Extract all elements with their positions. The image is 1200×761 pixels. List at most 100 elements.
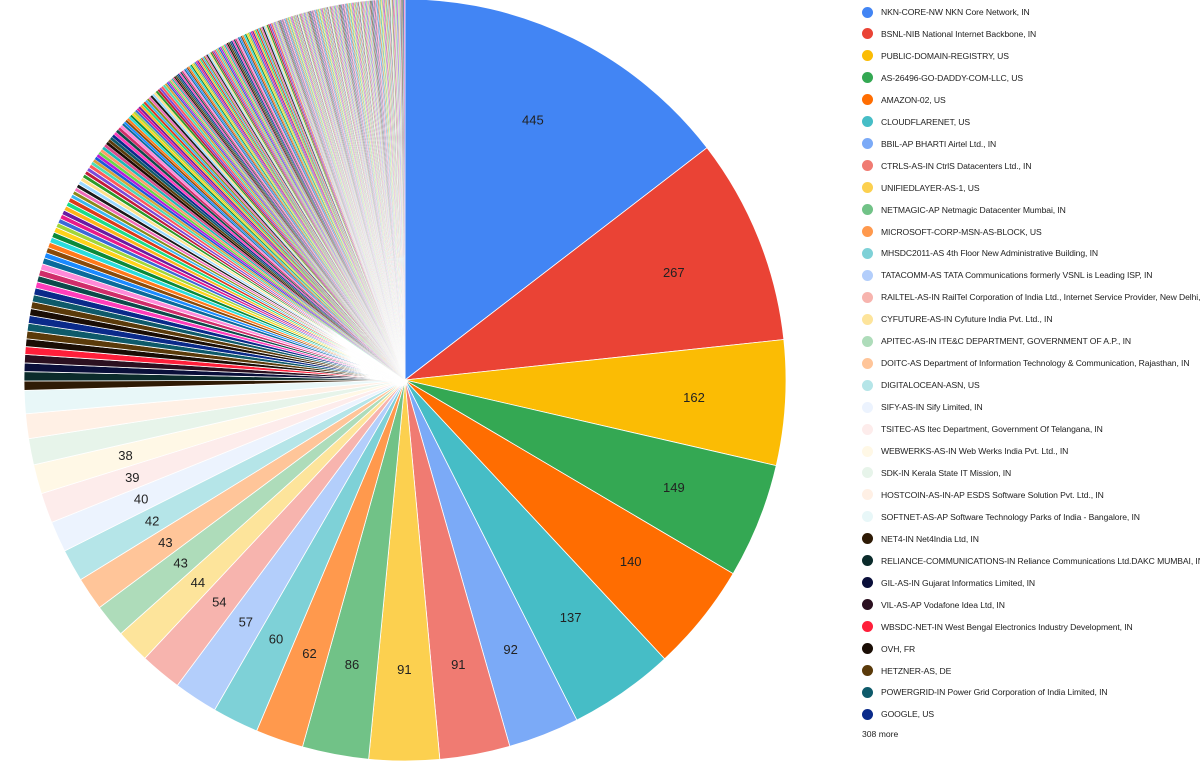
other-slice-317[interactable] — [397, 0, 406, 381]
legend-label: BSNL-NIB National Internet Backbone, IN — [881, 28, 1037, 39]
legend-item[interactable]: CYFUTURE-AS-IN Cyfuture India Pvt. Ltd.,… — [862, 310, 1053, 328]
legend-item[interactable]: MICROSOFT-CORP-MSN-AS-BLOCK, US — [862, 223, 1042, 241]
other-slice-319[interactable] — [399, 0, 406, 381]
legend-label: PUBLIC-DOMAIN-REGISTRY, US — [881, 50, 1009, 61]
data-label-slice-8: 91 — [451, 657, 465, 672]
other-slice-297[interactable] — [382, 0, 406, 381]
legend-item[interactable]: WEBWERKS-AS-IN Web Werks India Pvt. Ltd.… — [862, 442, 1068, 460]
legend-item[interactable]: DIGITALOCEAN-ASN, US — [862, 376, 980, 394]
legend-item[interactable]: SIFY-AS-IN Sify Limited, IN — [862, 398, 983, 416]
other-slice-308[interactable] — [390, 0, 406, 381]
legend-label: GOOGLE, US — [881, 709, 934, 720]
other-slice-290[interactable] — [376, 0, 406, 381]
legend-item[interactable]: VIL-AS-AP Vodafone Idea Ltd, IN — [862, 596, 1005, 614]
legend-item[interactable]: HOSTCOIN-AS-IN-AP ESDS Software Solution… — [862, 486, 1104, 504]
other-slice-316[interactable] — [397, 0, 406, 381]
other-slice-298[interactable] — [382, 0, 406, 381]
legend-label: VIL-AS-AP Vodafone Idea Ltd, IN — [881, 599, 1005, 610]
legend-item[interactable]: RAILTEL-AS-IN RailTel Corporation of Ind… — [862, 288, 1200, 306]
legend-label: TATACOMM-AS TATA Communications formerly… — [881, 270, 1153, 281]
legend-swatch — [862, 665, 873, 676]
legend-item[interactable]: GOOGLE, US — [862, 705, 934, 723]
legend-swatch — [862, 379, 873, 391]
pie-slices — [23, 0, 787, 761]
other-slice-299[interactable] — [383, 0, 406, 381]
data-label-slice-7: 92 — [503, 642, 517, 657]
slice-2[interactable] — [403, 147, 785, 381]
legend-label: AS-26496-GO-DADDY-COM-LLC, US — [881, 72, 1023, 83]
legend-item[interactable]: TSITEC-AS Itec Department, Government Of… — [862, 420, 1103, 438]
legend-item[interactable]: APITEC-AS-IN ITE&C DEPARTMENT, GOVERNMEN… — [862, 332, 1131, 350]
other-slice-311[interactable] — [393, 0, 406, 381]
legend-item[interactable]: RELIANCE-COMMUNICATIONS-IN Reliance Comm… — [862, 552, 1200, 570]
legend-item[interactable]: AS-26496-GO-DADDY-COM-LLC, US — [862, 69, 1023, 87]
slice-1[interactable] — [404, 0, 708, 381]
data-label-slice-21: 38 — [118, 448, 132, 463]
legend-item[interactable]: POWERGRID-IN Power Grid Corporation of I… — [862, 683, 1108, 701]
legend-item[interactable]: WBSDC-NET-IN West Bengal Electronics Ind… — [862, 618, 1133, 636]
other-slice-315[interactable] — [396, 0, 406, 381]
other-slice-306[interactable] — [389, 0, 406, 381]
legend-more-link[interactable]: 308 more — [862, 729, 899, 740]
legend-item[interactable]: CLOUDFLARENET, US — [862, 113, 970, 131]
other-slice-325[interactable] — [404, 0, 406, 381]
other-slice-312[interactable] — [393, 0, 406, 381]
other-slice-295[interactable] — [380, 0, 406, 381]
other-slice-294[interactable] — [379, 0, 406, 381]
legend-label: DIGITALOCEAN-ASN, US — [881, 380, 980, 391]
legend-label: NET4-IN Net4India Ltd, IN — [881, 533, 979, 544]
legend-item[interactable]: TATACOMM-AS TATA Communications formerly… — [862, 266, 1152, 284]
legend-item[interactable]: NET4-IN Net4India Ltd, IN — [862, 530, 979, 548]
data-label-slice-18: 42 — [145, 514, 159, 529]
legend-item[interactable]: NETMAGIC-AP Netmagic Datacenter Mumbai, … — [862, 201, 1066, 219]
legend-item[interactable]: OVH, FR — [862, 640, 915, 658]
legend-label: CYFUTURE-AS-IN Cyfuture India Pvt. Ltd.,… — [881, 314, 1053, 325]
legend-item[interactable]: HETZNER-AS, DE — [862, 662, 951, 680]
legend-label: TSITEC-AS Itec Department, Government Of… — [881, 424, 1103, 435]
legend-label: RELIANCE-COMMUNICATIONS-IN Reliance Comm… — [881, 555, 1200, 566]
other-slice-307[interactable] — [389, 0, 406, 381]
legend-item[interactable]: DOITC-AS Department of Information Techn… — [862, 354, 1190, 372]
other-slice-309[interactable] — [391, 0, 406, 381]
other-slice-320[interactable] — [400, 0, 406, 381]
other-slice-293[interactable] — [379, 0, 406, 381]
other-slice-323[interactable] — [402, 0, 406, 381]
other-slice-304[interactable] — [387, 0, 406, 381]
legend-swatch — [862, 708, 873, 720]
legend-label: POWERGRID-IN Power Grid Corporation of I… — [881, 687, 1108, 698]
other-slice-310[interactable] — [392, 0, 406, 381]
legend-item[interactable]: BSNL-NIB National Internet Backbone, IN — [862, 25, 1036, 43]
data-label-slice-4: 149 — [663, 480, 685, 495]
other-slice-296[interactable] — [381, 0, 406, 381]
legend-item[interactable]: MHSDC2011-AS 4th Floor New Administrativ… — [862, 244, 1098, 262]
other-slice-313[interactable] — [394, 0, 406, 381]
legend-item[interactable]: SOFTNET-AS-AP Software Technology Parks … — [862, 508, 1140, 526]
other-slice-300[interactable] — [384, 0, 406, 381]
data-label-slice-16: 43 — [173, 556, 187, 571]
data-label-slice-10: 86 — [345, 657, 359, 672]
legend-swatch — [862, 160, 873, 172]
legend-item[interactable]: GIL-AS-IN Gujarat Informatics Limited, I… — [862, 574, 1035, 592]
legend-label: HETZNER-AS, DE — [881, 665, 952, 676]
data-label-slice-12: 60 — [269, 632, 283, 647]
legend-swatch — [862, 204, 873, 216]
legend-label: WEBWERKS-AS-IN Web Werks India Pvt. Ltd.… — [881, 446, 1069, 456]
legend-label: OVH, FR — [881, 643, 916, 654]
other-slice-322[interactable] — [401, 0, 406, 381]
other-slice-303[interactable] — [386, 0, 406, 381]
legend-label: APITEC-AS-IN ITE&C DEPARTMENT, GOVERNMEN… — [881, 336, 1132, 347]
legend-swatch — [862, 291, 873, 303]
legend-item[interactable]: SDK-IN Kerala State IT Mission, IN — [862, 464, 1011, 482]
other-slice-324[interactable] — [403, 0, 406, 381]
legend-item[interactable]: BBIL-AP BHARTI Airtel Ltd., IN — [862, 135, 996, 153]
legend-swatch — [862, 50, 873, 62]
other-slice-305[interactable] — [388, 0, 406, 381]
legend-item[interactable]: CTRLS-AS-IN CtrlS Datacenters Ltd., IN — [862, 157, 1032, 175]
data-label-slice-15: 44 — [191, 575, 205, 590]
legend-item[interactable]: UNIFIEDLAYER-AS-1, US — [862, 179, 980, 197]
legend-item[interactable]: AMAZON-02, US — [862, 91, 946, 109]
other-slice-321[interactable] — [400, 0, 406, 381]
legend-item[interactable]: PUBLIC-DOMAIN-REGISTRY, US — [862, 47, 1009, 65]
legend-swatch — [862, 445, 873, 457]
legend-item[interactable]: NKN-CORE-NW NKN Core Network, IN — [862, 3, 1030, 21]
